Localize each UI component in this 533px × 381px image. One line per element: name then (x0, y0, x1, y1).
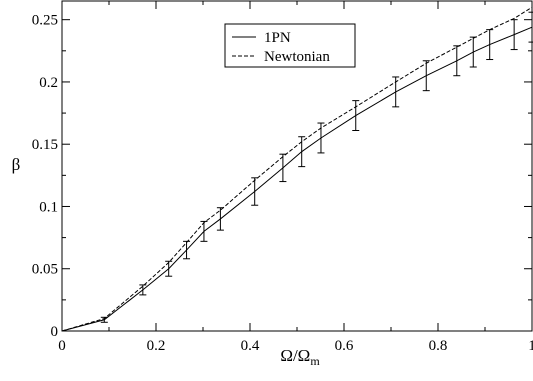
tick-group (61, 1, 533, 332)
x-axis-label-sub: m (310, 354, 320, 368)
y-tick-label: 0.15 (32, 137, 58, 153)
x-axis-label: Ω/Ωm (280, 346, 320, 368)
x-tick-label: 1 (528, 338, 533, 354)
legend-newtonian-label: Newtonian (264, 49, 330, 65)
series-line-newtonian (61, 6, 533, 332)
legend-box (224, 23, 356, 68)
x-tick-label: 0.8 (429, 338, 448, 354)
x-tick-label: 0.6 (335, 338, 354, 354)
y-axis-label: β (12, 155, 21, 174)
x-tick-label: 0 (58, 338, 66, 354)
series-line-1pn (61, 26, 533, 332)
legend-1pn-label: 1PN (264, 30, 291, 46)
y-tick-label: 0 (51, 324, 59, 340)
y-tick-label: 0.2 (39, 75, 58, 91)
legend: 1PN Newtonian (224, 23, 356, 68)
y-tick-label: 0.1 (39, 199, 58, 215)
x-axis-label-main: Ω/Ω (280, 346, 310, 365)
y-tick-label: 0.25 (32, 13, 58, 29)
y-tick-label: 0.05 (32, 262, 58, 278)
x-tick-label: 0.2 (147, 338, 166, 354)
x-tick-label: 0.4 (241, 338, 260, 354)
tick-label-group: 0 0.2 0.4 0.6 0.8 1 0 0.05 0.1 0.15 0.2 0.25 (32, 13, 533, 354)
series-group (61, 6, 533, 332)
